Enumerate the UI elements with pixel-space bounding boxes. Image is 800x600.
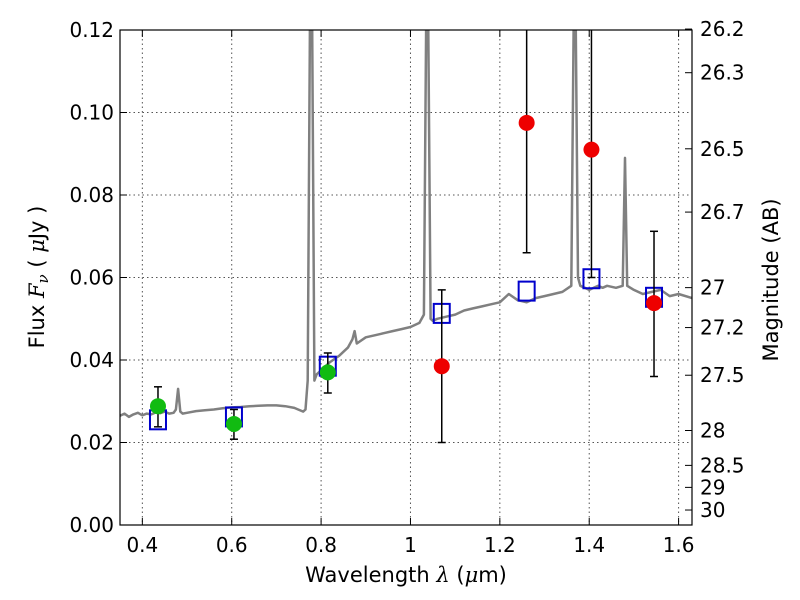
nondetection-point: [518, 114, 535, 131]
mag-tick-label: 28.5: [700, 453, 745, 477]
mag-tick-label: 26.7: [700, 200, 745, 224]
mag-tick-label: 27: [700, 276, 725, 300]
mag-tick-label: 26.2: [700, 17, 745, 41]
detection-point: [149, 398, 166, 415]
mag-tick-label: 30: [700, 498, 725, 522]
y-tick-label: 0.10: [69, 101, 114, 125]
nondetection-point: [646, 295, 663, 312]
y-tick-label: 0.08: [69, 183, 114, 207]
detection-point: [319, 364, 336, 381]
mag-tick-label: 27.5: [700, 363, 745, 387]
y-tick-label: 0.02: [69, 431, 114, 455]
x-tick-label: 1.2: [484, 533, 516, 557]
x-tick-label: 0.8: [305, 533, 337, 557]
mag-tick-label: 27.2: [700, 316, 745, 340]
x-tick-label: 1.4: [573, 533, 605, 557]
y-tick-label: 0.00: [69, 513, 114, 537]
y-axis-label: Flux Fν ( μJy ): [25, 206, 52, 349]
model-box: [517, 280, 536, 302]
y-tick-label: 0.12: [69, 18, 114, 42]
mag-tick-label: 29: [700, 475, 725, 499]
mag-tick-label: 28: [700, 419, 725, 443]
x-tick-label: 1: [404, 533, 417, 557]
detection-point: [225, 415, 242, 432]
mag-tick-label: 26.5: [700, 137, 745, 161]
ticks: 0.4 0.6 0.8 1 1.2 1.4 1.6 0.00 0.02 0.04 0.06 0.08 0…: [69, 17, 744, 557]
plot-area: [120, 30, 692, 444]
y-tick-label: 0.06: [69, 266, 114, 290]
x-axis-label: Wavelength λ (μm): [305, 563, 507, 587]
x-tick-label: 0.4: [126, 533, 158, 557]
x-tick-label: 1.6: [663, 533, 695, 557]
y-tick-label: 0.04: [69, 348, 114, 372]
nondetection-point: [433, 358, 450, 375]
nondetection-point: [583, 141, 600, 158]
y2-axis-label: Magnitude (AB): [759, 198, 783, 361]
x-tick-label: 0.6: [216, 533, 248, 557]
mag-tick-label: 26.3: [700, 61, 745, 85]
